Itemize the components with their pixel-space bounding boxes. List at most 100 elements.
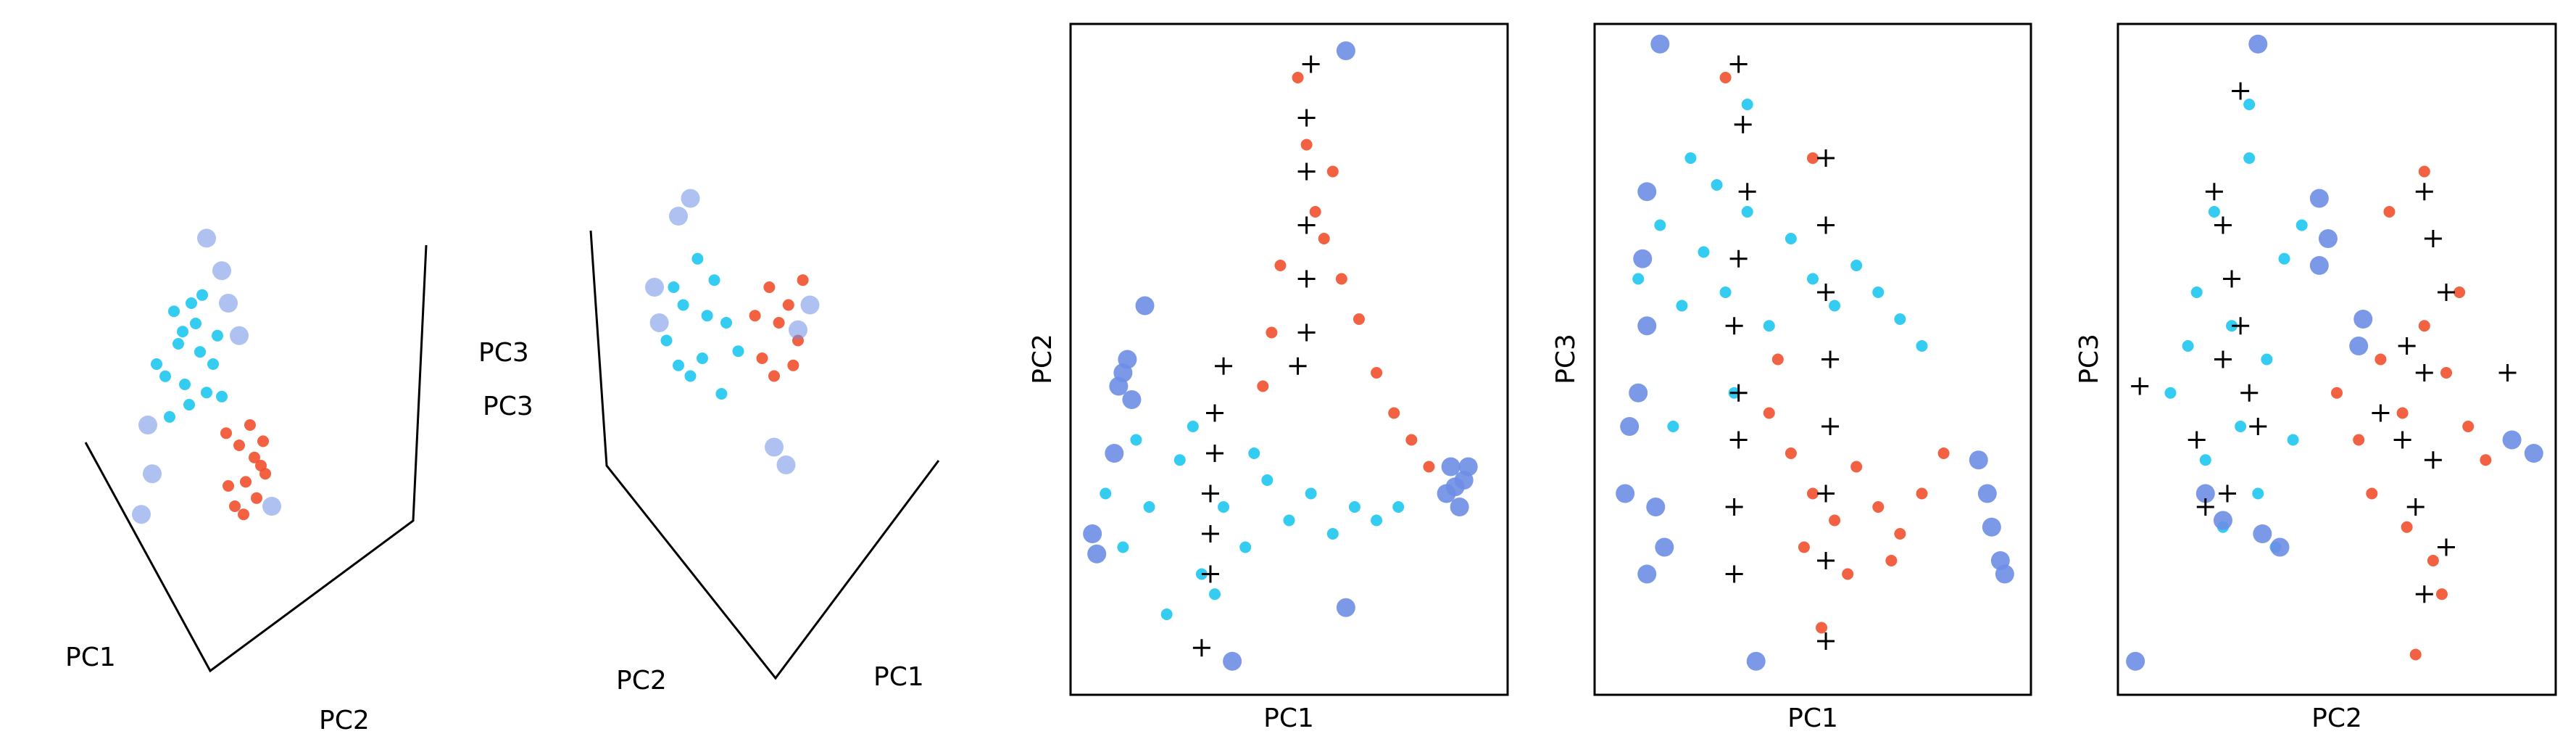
marker-plus-2-13 [1192,639,1210,657]
point-series-0-4-15 [2243,99,2256,110]
point-series-0-3-1 [1654,219,1666,231]
marker-plus-2-4 [1297,270,1316,288]
marker-plus-4-3 [2223,270,2241,288]
point-series-0-2-3 [1173,454,1186,466]
point-series-0-4-13 [2182,340,2194,352]
marker-plus-4-12 [2424,230,2442,247]
marker-plus-2-10 [1201,484,1219,503]
marker-plus-4-21 [2415,585,2433,603]
point-series-1-1-4 [782,299,794,311]
point-series-0-4-3 [2226,320,2238,332]
point-series-1-2-13 [1318,233,1330,244]
point-series-0-3-6 [1763,320,1775,332]
marker-plus-2-1 [1297,109,1316,127]
point-series-0-4-5 [2261,353,2273,366]
point-series-2-1-0 [645,278,664,297]
point-series-2-4-8 [2195,484,2215,503]
point-series-1-3-5 [1872,501,1885,513]
pc2-label-3d-left: PC2 [319,706,370,735]
point-series-2-1-5 [776,455,796,474]
point-series-1-3-8 [1937,447,1950,459]
point-series-0-3-12 [1894,313,1906,325]
point-series-2-0-5 [230,326,249,345]
point-series-1-2-4 [1335,273,1347,285]
point-series-2-3-2 [1633,249,1653,268]
marker-plus-3-13 [1821,418,1840,435]
point-series-1-4-5 [2440,367,2452,379]
marker-plus-3-5 [1729,384,1748,402]
point-series-0-4-2 [2208,206,2220,218]
point-series-0-3-18 [1741,99,1753,110]
marker-plus-2-6 [1289,357,1307,375]
panel-pc1-pc3: PC1 PC3 [1551,22,2032,733]
marker-plus-3-9 [1817,149,1835,167]
marker-plus-4-6 [2240,384,2259,402]
point-series-0-4-9 [2252,487,2264,500]
marks-panel-3d-left [132,228,281,524]
point-series-2-0-6 [219,294,238,313]
point-series-0-3-13 [1916,340,1928,352]
point-series-1-4-3 [2396,407,2409,419]
point-series-2-0-1 [143,464,162,484]
point-series-2-1-6 [800,295,820,315]
point-series-2-3-0 [1650,34,1670,54]
point-series-2-2-0 [1336,41,1355,60]
point-series-0-1-10 [701,310,713,322]
marker-plus-3-15 [1817,552,1835,569]
point-series-0-4-1 [2190,286,2203,298]
point-series-2-4-12 [2126,651,2145,671]
marker-plus-4-10 [2196,498,2214,516]
point-series-1-2-7 [1388,407,1400,419]
point-series-1-1-7 [787,359,799,371]
point-series-0-1-9 [732,345,744,358]
panel-3d-right: PC2 PC1 PC3 [483,189,940,696]
marker-plus-3-0 [1729,55,1748,73]
marker-plus-4-4 [2232,317,2250,335]
pc1-label-3d-right: PC1 [873,662,924,692]
point-series-0-1-7 [668,281,680,293]
marker-plus-3-3 [1729,249,1748,268]
point-series-1-2-11 [1405,434,1418,446]
point-series-0-4-8 [2235,421,2247,432]
point-series-2-2-16 [1223,651,1242,671]
point-series-0-2-2 [1143,501,1155,513]
point-series-0-3-3 [1698,246,1710,258]
point-series-0-0-13 [177,326,188,338]
marker-plus-4-11 [2415,183,2433,201]
point-series-2-3-10 [1969,450,1988,470]
marker-plus-4-2 [2214,216,2232,234]
point-series-0-0-0 [151,358,162,370]
point-series-1-3-3 [1829,514,1841,527]
point-series-0-0-5 [201,387,212,399]
marker-plus-4-15 [2415,364,2433,381]
x-axis-label-pc2-pc3: PC2 [2311,704,2362,733]
point-series-2-2-12 [1458,457,1478,476]
marker-plus-4-0 [2232,82,2250,100]
point-series-1-0-10 [220,427,232,440]
point-series-2-4-3 [2309,256,2329,275]
point-series-2-4-0 [2248,34,2268,54]
point-series-2-2-7 [1087,544,1107,564]
point-series-2-3-5 [1620,417,1640,436]
point-series-0-0-2 [173,338,184,350]
marker-plus-4-17 [2393,431,2411,449]
point-series-2-4-1 [2309,189,2329,208]
point-series-1-0-5 [259,468,271,480]
point-series-0-2-15 [1187,421,1199,432]
point-series-2-1-4 [765,437,784,457]
point-series-1-3-1 [1784,447,1797,459]
point-series-0-2-10 [1326,528,1339,540]
marker-plus-2-9 [1205,445,1223,462]
marker-plus-3-11 [1817,284,1835,301]
point-series-2-4-5 [2349,337,2369,355]
point-series-2-3-14 [1995,564,2014,584]
point-series-1-2-1 [1300,139,1313,151]
point-series-0-2-9 [1305,487,1317,500]
point-series-1-0-3 [251,492,262,504]
point-series-0-1-8 [715,388,728,400]
point-series-0-3-0 [1632,273,1645,285]
point-series-1-3-6 [1894,528,1906,540]
marker-plus-3-12 [1821,350,1840,368]
point-series-0-3-4 [1719,286,1732,298]
marker-plus-4-7 [2249,418,2267,435]
